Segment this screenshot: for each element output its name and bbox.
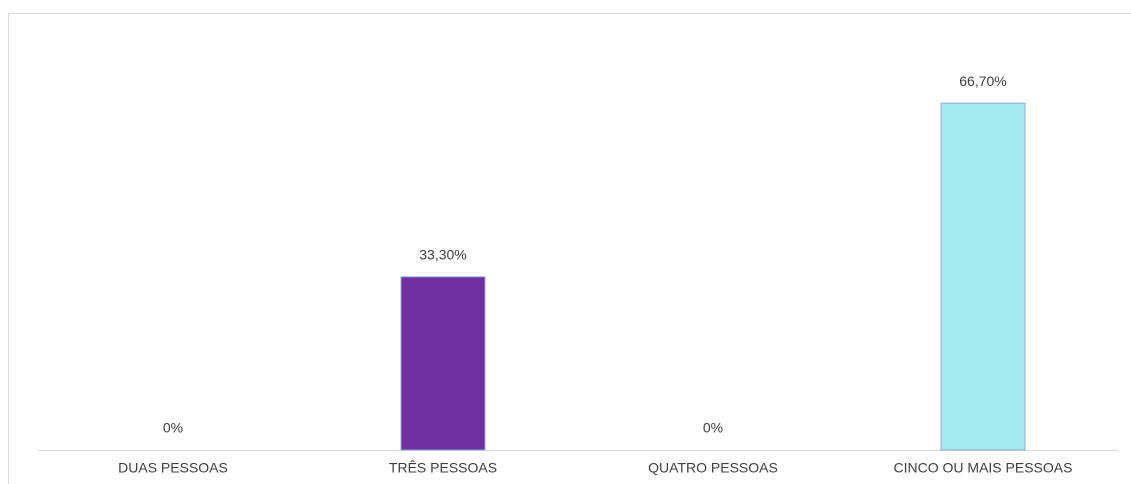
value-label: 0% — [163, 420, 183, 436]
x-tick-label: CINCO OU MAIS PESSOAS — [894, 460, 1073, 476]
chart-frame — [8, 13, 1131, 484]
x-tick-label: TRÊS PESSOAS — [389, 460, 497, 476]
x-tick-label: DUAS PESSOAS — [118, 460, 228, 476]
value-label: 66,70% — [959, 73, 1006, 89]
x-tick-label: QUATRO PESSOAS — [648, 460, 778, 476]
value-label: 33,30% — [419, 247, 466, 263]
value-label: 0% — [703, 420, 723, 436]
bar — [400, 276, 486, 451]
bar — [940, 102, 1026, 451]
